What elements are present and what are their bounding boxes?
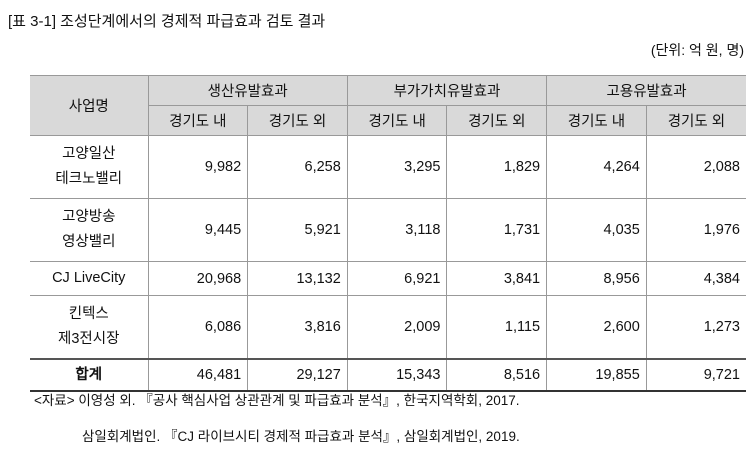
cell: 1,829	[446, 135, 548, 199]
cell: 3,841	[446, 261, 548, 296]
cell: 9,445	[147, 198, 249, 262]
cell: 9,721	[645, 358, 746, 392]
name-line: 영상밸리	[62, 234, 116, 250]
sub-header: 경기도 외	[645, 105, 746, 136]
cell: 1,731	[446, 198, 548, 262]
group-header: 생산유발효과	[147, 75, 348, 106]
corner-header: 사업명	[30, 75, 149, 136]
name-line: 킨텍스	[68, 306, 109, 322]
header-row: 사업명 생산유발효과 부가가치유발효과 고용유발효과	[30, 75, 746, 136]
cell: 8,956	[546, 261, 647, 296]
row-name: CJ LiveCity	[30, 261, 149, 296]
cell: 1,115	[446, 295, 548, 360]
cell: 8,516	[446, 358, 548, 392]
unit-label: (단위: 억 원, 명)	[650, 42, 744, 58]
cell: 19,855	[546, 358, 647, 392]
sub-header: 경기도 내	[346, 105, 448, 136]
sub-header: 경기도 내	[546, 105, 647, 136]
name-line: 테크노밸리	[55, 171, 123, 187]
total-row: 합계 46,481 29,127 15,343 8,516 19,855 9,721	[30, 358, 746, 392]
name-line: 고양방송	[62, 209, 116, 225]
name-line: CJ LiveCity	[52, 270, 126, 286]
table-row: 킨텍스 제3전시장 6,086 3,816 2,009 1,115 2,600 1,273	[30, 295, 746, 360]
cell: 15,343	[346, 358, 448, 392]
cell: 6,921	[346, 261, 448, 296]
sub-header: 경기도 외	[446, 105, 548, 136]
table-row: 고양방송 영상밸리 9,445 5,921 3,118 1,731 4,035 1,976	[30, 198, 746, 262]
cell: 3,295	[346, 135, 448, 199]
cell: 4,384	[645, 261, 746, 296]
sub-header: 경기도 내	[148, 105, 249, 136]
cell: 2,600	[546, 295, 647, 360]
source-note: 삼일회계법인. 『CJ 라이브시티 경제적 파급효과 분석』, 삼일회계법인, …	[82, 429, 520, 444]
table-row: 고양일산 테크노밸리 9,982 6,258 3,295 1,829 4,264 2,088	[30, 135, 746, 199]
source-note: <자료> 이영성 외. 『공사 핵심사업 상관관계 및 파급효과 분석』, 한국…	[34, 393, 520, 408]
cell: 1,976	[645, 198, 746, 262]
group-header: 고용유발효과	[546, 75, 746, 106]
cell: 5,921	[247, 198, 348, 262]
cell: 3,816	[247, 295, 348, 360]
group-header: 부가가치유발효과	[346, 75, 548, 106]
data-table: 사업명 생산유발효과 부가가치유발효과 고용유발효과 경기도 내 경기도 외 경기도 내 경기…	[30, 75, 746, 392]
table-title: [표 3-1] 조성단계에서의 경제적 파급효과 검토 결과	[8, 13, 326, 30]
cell: 2,009	[346, 295, 448, 360]
cell: 6,258	[247, 135, 348, 199]
row-name: 합계	[30, 358, 149, 392]
cell: 46,481	[147, 358, 249, 392]
name-line: 고양일산	[62, 146, 116, 162]
cell: 4,264	[546, 135, 647, 199]
cell: 29,127	[247, 358, 348, 392]
cell: 2,088	[645, 135, 746, 199]
cell: 9,982	[147, 135, 249, 199]
cell: 4,035	[546, 198, 647, 262]
cell: 20,968	[147, 261, 249, 296]
name-line: 제3전시장	[58, 331, 120, 347]
cell: 6,086	[147, 295, 249, 360]
sub-header: 경기도 외	[247, 105, 348, 136]
cell: 1,273	[645, 295, 746, 360]
cell: 13,132	[247, 261, 348, 296]
cell: 3,118	[346, 198, 448, 262]
table-row: CJ LiveCity 20,968 13,132 6,921 3,841 8,956 4,…	[30, 261, 746, 296]
